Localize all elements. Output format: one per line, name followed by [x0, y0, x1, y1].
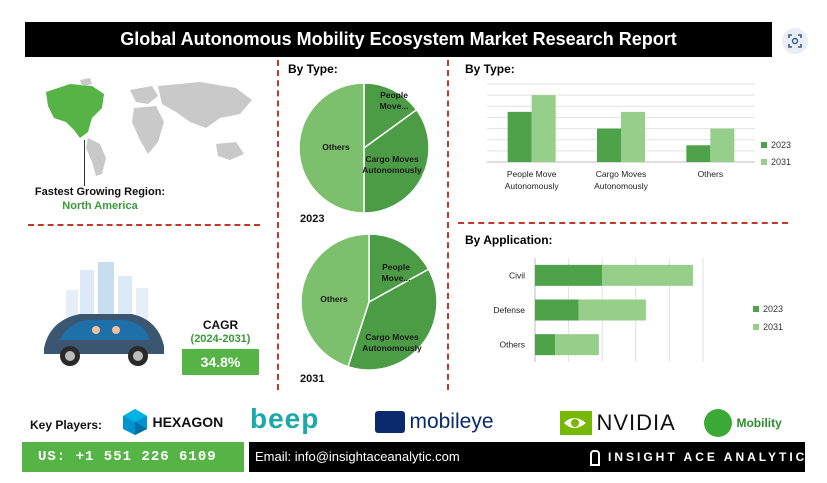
y-tick-label: Civil	[509, 270, 525, 280]
bar	[507, 111, 532, 162]
legend-swatch	[753, 306, 759, 312]
phone-number: US: +1 551 226 6109	[22, 442, 244, 472]
pie-year-label: 2023	[300, 213, 324, 225]
bar-segment	[535, 334, 556, 356]
may-mobility-mark-icon	[704, 409, 732, 437]
bar	[531, 95, 556, 162]
brand-name: INSIGHT ACE ANALYTIC	[590, 442, 807, 472]
legend-swatch	[761, 142, 767, 148]
y-tick-label: Others	[499, 340, 525, 350]
x-tick-label: Autonomously	[505, 181, 560, 191]
pie-year-label: 2031	[300, 373, 324, 382]
nvidia-eye-icon	[560, 411, 592, 435]
pie-slice-label: Autonomously	[362, 165, 422, 175]
bar-chart-by-type: People Move Autonomously Cargo Moves Autono…	[487, 83, 791, 191]
cagr-label: CAGR	[202, 318, 239, 332]
region-value: North America	[62, 200, 138, 212]
legend-swatch	[761, 159, 767, 165]
world-map	[30, 72, 270, 182]
bar	[621, 111, 645, 162]
legend-label: 2023	[771, 140, 791, 150]
region-label: Fastest Growing Region:	[34, 186, 166, 198]
page-title: Global Autonomous Mobility Ecosystem Mar…	[25, 22, 772, 57]
divider	[28, 224, 260, 226]
pie-slice-label: Others	[320, 294, 348, 304]
pie-slice-label: Move...	[382, 273, 411, 283]
hexagon-logo-icon	[123, 409, 147, 435]
cagr-value: 34.8%	[182, 349, 259, 375]
bar-segment	[535, 264, 603, 286]
x-tick-label: People Move	[507, 169, 557, 179]
pie-slice-label: People	[380, 90, 408, 100]
pie-slice-label: Move...	[380, 101, 409, 111]
x-tick-label: Autonomously	[594, 181, 649, 191]
cagr-period: (2024-2031)	[190, 333, 251, 345]
pie-slice	[347, 268, 438, 371]
divider	[277, 60, 279, 390]
x-tick-label: Cargo Moves	[596, 169, 647, 179]
pie-slice-label: Others	[322, 142, 350, 152]
pie-slice-label: People	[382, 262, 410, 272]
pie-slice-label: Cargo Moves	[365, 332, 419, 342]
divider	[447, 60, 449, 390]
mobileye-logo-text: mobileye	[409, 410, 494, 433]
beep-logo: beep	[250, 403, 320, 434]
brand-logo-icon	[590, 449, 600, 466]
legend-label: 2031	[771, 157, 791, 167]
bar-segment	[602, 264, 693, 286]
bar-type-section-title: By Type:	[465, 62, 515, 76]
bar-chart-by-application: Civil Defense Others 2023 2031	[493, 258, 783, 362]
pie-section-title: By Type:	[288, 62, 338, 76]
region-pointer-line	[84, 140, 85, 186]
mobileye-logo: mobileye	[375, 410, 494, 440]
pie-slice	[368, 233, 430, 304]
pie-slice	[363, 82, 418, 150]
hexagon-logo-text: HEXAGON	[152, 414, 224, 430]
email-address: Email: info@insightaceanalytic.com	[249, 442, 805, 472]
key-players-label: Key Players:	[30, 418, 103, 432]
legend-swatch	[753, 324, 759, 330]
x-tick-label: Others	[698, 169, 724, 179]
pie-slice	[363, 108, 430, 214]
legend-label: 2023	[763, 304, 783, 314]
divider	[458, 222, 788, 224]
pie-slice	[298, 82, 365, 214]
autonomous-car-illustration	[40, 260, 170, 372]
bar-segment	[555, 334, 599, 356]
nvidia-logo: NVIDIA	[560, 410, 676, 440]
y-tick-label: Defense	[493, 305, 525, 315]
pie-slice-label: Cargo Moves	[365, 154, 419, 164]
may-mobility-logo: Mobility	[704, 409, 782, 439]
hexagon-logo: HEXAGON	[122, 408, 223, 438]
mobileye-mark-icon	[375, 411, 405, 433]
application-section-title: By Application:	[465, 233, 553, 247]
image-search-icon[interactable]	[782, 28, 808, 54]
bar	[597, 128, 621, 162]
bar-segment	[578, 299, 646, 321]
bar	[686, 145, 711, 162]
pie-slice-label: Autonomously	[362, 343, 422, 353]
may-mobility-logo-text: Mobility	[736, 416, 782, 430]
legend-label: 2031	[763, 322, 783, 332]
bar-segment	[535, 299, 579, 321]
brand-text: INSIGHT ACE ANALYTIC	[608, 450, 808, 464]
bar	[710, 128, 735, 162]
pie-slice	[300, 233, 370, 368]
nvidia-logo-text: NVIDIA	[596, 410, 676, 435]
